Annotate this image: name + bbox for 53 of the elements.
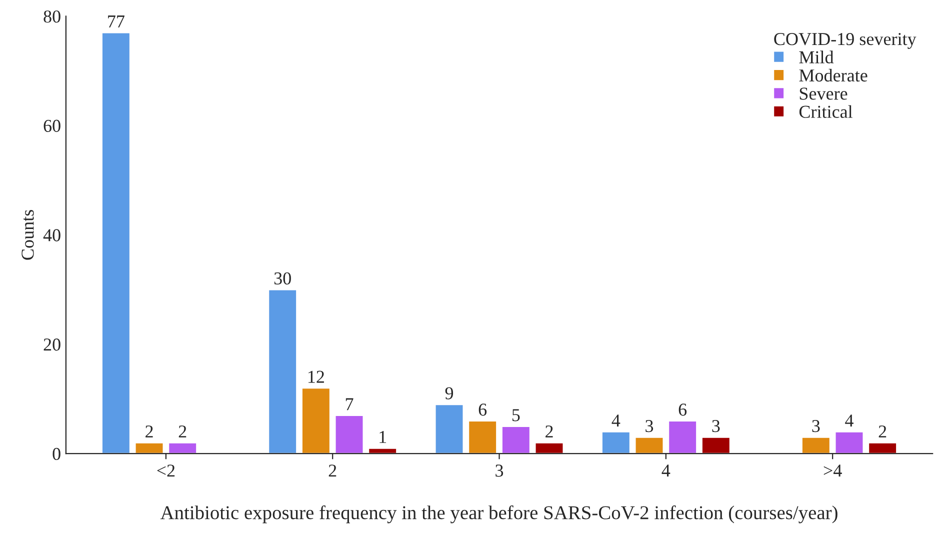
y-tick-label: 0: [52, 448, 60, 460]
data-label: 7: [346, 398, 354, 410]
bar: [334, 414, 364, 454]
bar: [434, 404, 464, 454]
y-axis-title: Counts: [22, 210, 34, 260]
data-label: 2: [146, 425, 153, 438]
data-label: 12: [308, 370, 324, 383]
data-label: 5: [512, 409, 520, 422]
legend-label: Moderate: [799, 68, 868, 82]
bar: [534, 442, 564, 454]
data-label: 2: [878, 425, 886, 438]
data-label: 2: [546, 425, 553, 438]
x-tick-label: 3: [496, 464, 504, 477]
bar: [601, 431, 631, 454]
bar: [868, 442, 898, 454]
data-label: 4: [612, 414, 620, 426]
data-label: 3: [812, 420, 820, 432]
y-tick-label: 60: [44, 120, 60, 132]
data-label: 6: [478, 404, 487, 416]
bar: [301, 387, 331, 454]
x-tick-label: 2: [328, 464, 336, 477]
bar: [834, 431, 864, 454]
x-tick-label: 4: [662, 464, 670, 477]
legend-label: Critical: [799, 105, 852, 118]
bar: [501, 426, 531, 454]
bar: [168, 442, 198, 454]
data-label: 30: [274, 272, 291, 285]
legend-label: Mild: [799, 50, 834, 64]
data-label: 9: [445, 387, 454, 400]
legend-label: Severe: [800, 88, 848, 100]
legend-title: COVID-19 severity: [774, 33, 916, 49]
bar: [801, 436, 831, 454]
bar: [134, 442, 164, 454]
data-label: 2: [178, 425, 186, 438]
data-label: 1: [380, 430, 386, 443]
x-tick-label: <2: [157, 464, 175, 477]
y-tick-label: 80: [44, 10, 60, 23]
x-tick-label: >4: [824, 464, 842, 477]
x-axis-title: Antibiotic exposure frequency in the year before SARS-CoV-2 infection (courses/year): [160, 505, 838, 524]
data-label: 3: [712, 420, 720, 432]
data-label: 4: [845, 414, 854, 426]
bar: [368, 447, 398, 454]
bar: [701, 436, 731, 454]
bar: [634, 436, 664, 454]
data-label: 77: [108, 16, 124, 28]
y-tick-label: 20: [44, 338, 60, 351]
bar: [668, 420, 698, 454]
y-tick-label: 40: [43, 229, 60, 242]
bar: [268, 288, 298, 454]
data-label: 3: [646, 420, 654, 432]
data-label: 6: [678, 404, 687, 416]
bar: [101, 32, 131, 454]
bar: [468, 420, 498, 454]
